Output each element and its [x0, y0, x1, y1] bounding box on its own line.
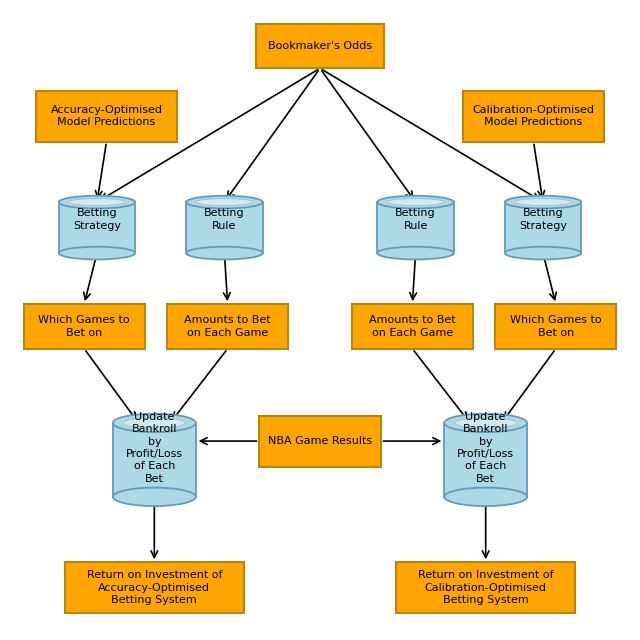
Text: Return on Investment of
Accuracy-Optimised
Betting System: Return on Investment of Accuracy-Optimis…	[86, 570, 222, 605]
FancyBboxPatch shape	[36, 91, 177, 141]
Ellipse shape	[113, 413, 196, 432]
Text: Return on Investment of
Calibration-Optimised
Betting System: Return on Investment of Calibration-Opti…	[418, 570, 554, 605]
Ellipse shape	[505, 196, 581, 209]
Bar	[505, 202, 581, 253]
Ellipse shape	[113, 488, 196, 506]
Text: Amounts to Bet
on Each Game: Amounts to Bet on Each Game	[369, 315, 456, 337]
Text: Betting
Rule: Betting Rule	[396, 208, 436, 230]
Text: Betting
Strategy: Betting Strategy	[519, 208, 567, 230]
Ellipse shape	[59, 246, 135, 259]
Text: Betting
Rule: Betting Rule	[204, 208, 244, 230]
Ellipse shape	[186, 196, 262, 209]
Bar	[186, 202, 262, 253]
FancyBboxPatch shape	[396, 562, 575, 613]
Text: Which Games to
Bet on: Which Games to Bet on	[38, 315, 130, 337]
FancyBboxPatch shape	[167, 304, 288, 349]
Ellipse shape	[515, 198, 572, 205]
Ellipse shape	[378, 196, 454, 209]
Text: Calibration-Optimised
Model Predictions: Calibration-Optimised Model Predictions	[472, 105, 595, 127]
Text: Bookmaker's Odds: Bookmaker's Odds	[268, 41, 372, 51]
Ellipse shape	[444, 488, 527, 506]
Bar	[378, 202, 454, 253]
Text: Accuracy-Optimised
Model Predictions: Accuracy-Optimised Model Predictions	[51, 105, 163, 127]
FancyBboxPatch shape	[352, 304, 473, 349]
FancyBboxPatch shape	[24, 304, 145, 349]
Ellipse shape	[186, 246, 262, 259]
Ellipse shape	[124, 418, 186, 428]
Ellipse shape	[68, 198, 125, 205]
Bar	[59, 202, 135, 253]
Ellipse shape	[444, 413, 527, 432]
FancyBboxPatch shape	[463, 91, 604, 141]
Bar	[113, 423, 196, 497]
Text: Amounts to Bet
on Each Game: Amounts to Bet on Each Game	[184, 315, 271, 337]
Text: Which Games to
Bet on: Which Games to Bet on	[510, 315, 602, 337]
Ellipse shape	[196, 198, 253, 205]
Bar	[444, 423, 527, 497]
FancyBboxPatch shape	[65, 562, 244, 613]
Ellipse shape	[59, 196, 135, 209]
Text: NBA Game Results: NBA Game Results	[268, 436, 372, 446]
Ellipse shape	[387, 198, 444, 205]
Ellipse shape	[505, 246, 581, 259]
FancyBboxPatch shape	[256, 24, 384, 68]
FancyBboxPatch shape	[495, 304, 616, 349]
Text: Update
Bankroll
by
Profit/Loss
of Each
Bet: Update Bankroll by Profit/Loss of Each B…	[457, 412, 515, 484]
Text: Betting
Strategy: Betting Strategy	[73, 208, 121, 230]
Text: Update
Bankroll
by
Profit/Loss
of Each
Bet: Update Bankroll by Profit/Loss of Each B…	[125, 412, 183, 484]
Ellipse shape	[454, 418, 516, 428]
FancyBboxPatch shape	[259, 415, 381, 467]
Ellipse shape	[378, 246, 454, 259]
